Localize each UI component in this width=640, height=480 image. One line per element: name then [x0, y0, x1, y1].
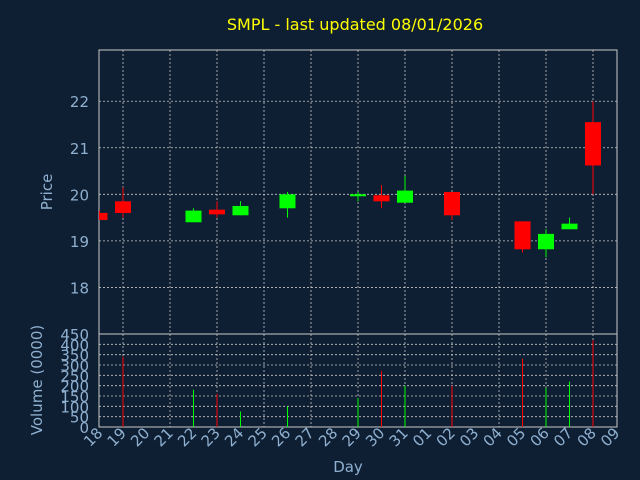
candle-body — [585, 122, 601, 166]
candle — [444, 192, 460, 220]
candle-body — [397, 190, 413, 203]
volume-y-tick-label: 450 — [60, 326, 89, 344]
candle — [397, 175, 413, 203]
candle — [185, 208, 202, 223]
candle — [514, 221, 531, 253]
candle — [209, 201, 225, 218]
candle — [585, 101, 601, 195]
price-y-tick-label: 18 — [70, 279, 89, 297]
volume-y-tick-label: 0 — [79, 419, 89, 437]
price-y-tick-labels: 18 19 20 21 22 — [70, 93, 89, 297]
candle-body — [444, 192, 460, 216]
volume-y-tick-label: 100 — [60, 398, 89, 416]
x-tick-labels: 1819202122232425262728293031010203040506… — [80, 424, 623, 450]
candle-body — [232, 205, 249, 216]
candle — [538, 229, 554, 258]
candle — [99, 210, 108, 220]
volume-y-tick-label: 50 — [70, 409, 89, 427]
volume-y-tick-label: 350 — [60, 347, 89, 365]
candle-body — [561, 223, 578, 230]
chart-title: SMPL - last updated 08/01/2026 — [227, 15, 483, 34]
candlestick-series — [99, 101, 601, 258]
candle-body — [373, 195, 390, 202]
price-y-tick-label: 21 — [70, 140, 89, 158]
candle — [232, 201, 249, 216]
candle — [279, 192, 296, 218]
volume-bars — [122, 340, 594, 427]
candle — [115, 187, 131, 218]
candle-body — [209, 209, 225, 215]
volume-y-tick-label: 300 — [60, 357, 89, 375]
candle-body — [185, 210, 202, 223]
volume-y-tick-label: 250 — [60, 367, 89, 385]
price-axis-label: Price — [38, 174, 56, 211]
candle-body — [279, 194, 296, 209]
volume-y-tick-label: 200 — [60, 378, 89, 396]
candle — [373, 185, 390, 209]
candle-body — [514, 221, 531, 250]
volume-y-tick-label: 150 — [60, 388, 89, 406]
price-y-tick-label: 20 — [70, 186, 89, 204]
price-y-tick-label: 19 — [70, 233, 89, 251]
price-y-tick-label: 22 — [70, 93, 89, 111]
candle-body — [100, 212, 108, 220]
x-axis-label: Day — [333, 458, 363, 476]
volume-y-tick-label: 400 — [60, 336, 89, 354]
candle-body — [538, 233, 554, 250]
candle-body — [350, 194, 366, 197]
volume-axis-label: Volume (0000) — [28, 325, 46, 435]
price-panel: 18 19 20 21 22 Price — [38, 49, 618, 335]
candle-body — [115, 201, 131, 213]
candle — [561, 217, 578, 230]
candle — [350, 192, 366, 202]
